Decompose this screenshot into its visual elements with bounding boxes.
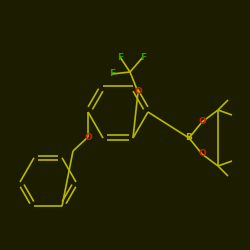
Text: F: F — [109, 70, 115, 78]
Text: B: B — [186, 134, 192, 142]
Text: O: O — [84, 132, 92, 141]
Text: O: O — [198, 150, 206, 158]
Text: O: O — [134, 88, 142, 96]
Text: F: F — [140, 52, 146, 62]
Text: F: F — [117, 52, 123, 62]
Text: O: O — [198, 118, 206, 126]
